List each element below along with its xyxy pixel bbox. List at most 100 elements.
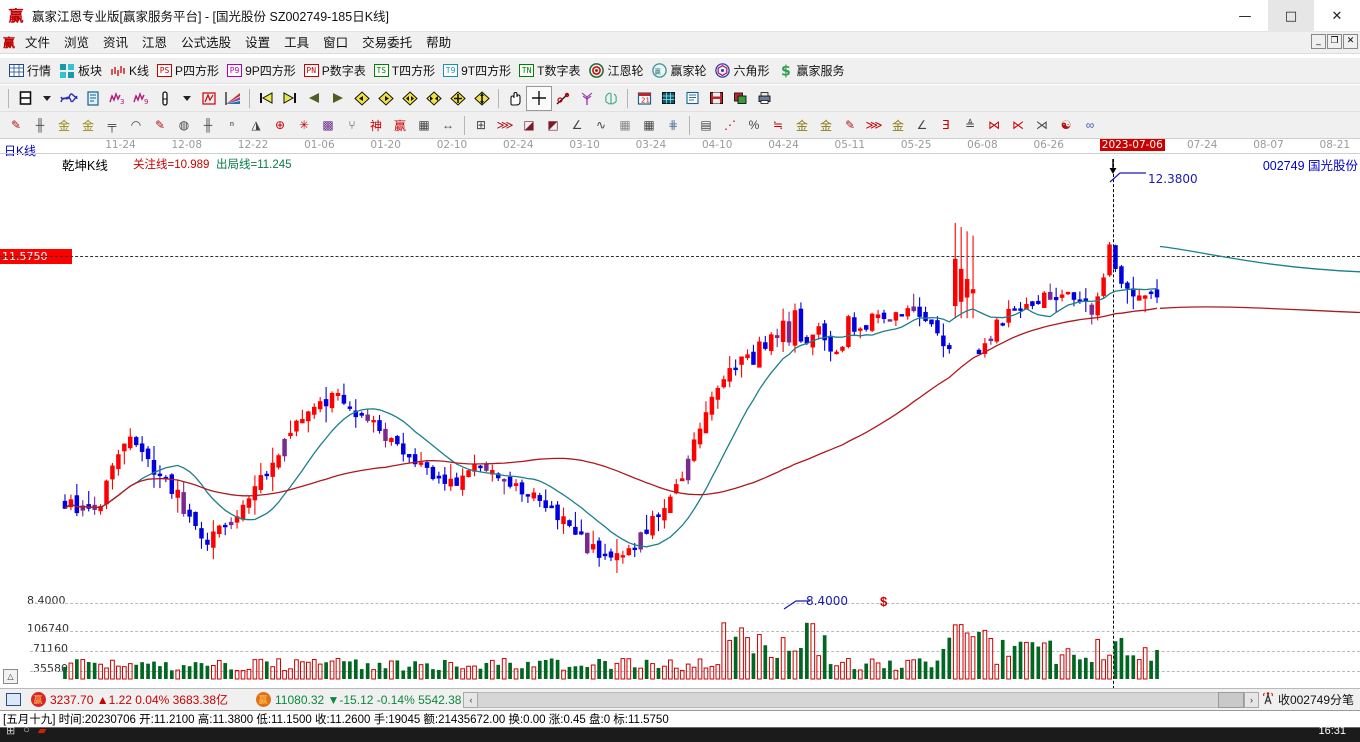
index-quote-2[interactable]: 11080.32 ▼-15.12 -0.14% 5542.38: [275, 692, 462, 707]
wave3-icon[interactable]: 3: [105, 87, 129, 110]
menu-item-formula[interactable]: 公式选股: [181, 35, 232, 50]
menu-item-settings[interactable]: 设置: [245, 35, 271, 50]
yinyang-icon[interactable]: ☯: [1060, 118, 1072, 132]
gold-angle-icon[interactable]: ≜: [964, 118, 976, 132]
mdi-restore-button[interactable]: ❐: [1327, 34, 1342, 49]
toolbar-button-gann-wheel[interactable]: 江恩轮: [584, 62, 647, 79]
print-icon[interactable]: [752, 87, 776, 110]
toolbar-button-t-number-table[interactable]: TN T数字表: [515, 62, 584, 79]
wave9-icon[interactable]: 9: [129, 87, 153, 110]
angle-bars-icon[interactable]: ◮: [251, 118, 261, 132]
scale-toggle-button[interactable]: △: [3, 669, 18, 684]
menu-item-gann[interactable]: 江恩: [142, 35, 168, 50]
start-icon[interactable]: ⊞: [6, 725, 16, 737]
box-grid-icon[interactable]: ▩: [322, 118, 334, 132]
toolbar-button-9p-square[interactable]: P9 9P四方形: [223, 62, 300, 79]
gold-bars-1-icon[interactable]: 金: [57, 118, 70, 133]
mdi-close-button[interactable]: ✕: [1343, 34, 1358, 49]
table-icon[interactable]: ⊞: [475, 118, 487, 132]
diamond-move-icon[interactable]: [446, 87, 470, 110]
target-cross-icon[interactable]: ⊕: [274, 118, 286, 132]
half-angle-icon[interactable]: ∠: [916, 118, 928, 132]
cross-lines-icon[interactable]: ⋕: [667, 118, 679, 132]
ladder-icon[interactable]: ▤: [700, 118, 712, 132]
save-icon[interactable]: [704, 87, 728, 110]
menu-item-tools[interactable]: 工具: [284, 35, 310, 50]
si-angle-icon[interactable]: ⋊: [1036, 118, 1048, 132]
index-quote-1[interactable]: 3237.70 ▲1.22 0.04% 3683.38亿: [50, 693, 229, 707]
menu-item-browse[interactable]: 浏览: [64, 35, 90, 50]
ladder-grid-icon[interactable]: ▦: [418, 118, 430, 132]
fan-lines-icon[interactable]: ⋙: [496, 118, 514, 132]
fan-red-icon[interactable]: ⋙: [865, 118, 883, 132]
gold-line-icon[interactable]: 金: [819, 118, 832, 133]
grid-net-icon[interactable]: ▦: [619, 118, 631, 132]
hand-pan-icon[interactable]: [503, 87, 527, 110]
copy-icon[interactable]: [728, 87, 752, 110]
diamond-right-icon[interactable]: [374, 87, 398, 110]
arrow-span-icon[interactable]: ↔: [442, 118, 454, 132]
ying-bars-icon[interactable]: 赢: [393, 118, 406, 133]
ting-angle-icon[interactable]: ⋉: [1012, 118, 1024, 132]
quote-grid-icon[interactable]: [4, 692, 22, 708]
angle-line-icon[interactable]: ∠: [571, 118, 583, 132]
f-bars-icon[interactable]: ╤: [107, 118, 117, 132]
circle-bars-icon[interactable]: ◍: [178, 118, 190, 132]
first-bar-icon[interactable]: [254, 87, 278, 110]
toolbar-button-hexagon[interactable]: 六角形: [711, 62, 774, 79]
percent-icon[interactable]: %: [748, 118, 760, 132]
grid-net-2-icon[interactable]: ▦: [643, 118, 655, 132]
toolbar-button-9t-square[interactable]: T9 9T四方形: [439, 62, 515, 79]
gold-bars-2-icon[interactable]: 金: [81, 118, 94, 133]
tree-tool-icon[interactable]: [575, 87, 599, 110]
brain-tool-icon[interactable]: [599, 87, 623, 110]
close-button[interactable]: ✕: [1314, 0, 1360, 32]
diamond-expand-icon[interactable]: [398, 87, 422, 110]
pen-bars-icon[interactable]: ✎: [154, 118, 166, 132]
calendar-period-icon[interactable]: [13, 87, 37, 110]
minimize-button[interactable]: —: [1222, 0, 1268, 32]
toolbar-button-winner-wheel[interactable]: 赢赢家轮: [647, 62, 710, 79]
percent-lines-icon[interactable]: ≒: [772, 118, 784, 132]
vertical-gauge-icon[interactable]: [153, 87, 177, 110]
diamond-fit-icon[interactable]: [470, 87, 494, 110]
pattern-icon[interactable]: [197, 87, 221, 110]
square-fan-icon[interactable]: ◩: [547, 118, 559, 132]
maximize-button[interactable]: □: [1268, 0, 1314, 32]
menu-item-help[interactable]: 帮助: [426, 35, 452, 50]
app-taskbar-icon[interactable]: ▰: [37, 725, 47, 737]
chart-area[interactable]: 日K线 11-24 12-08 12-22 01-06 01-20 02-10 02-24 0…: [0, 139, 1360, 719]
pen-draw-icon[interactable]: ✎: [10, 118, 22, 132]
gold-underline-icon[interactable]: 金: [891, 118, 904, 133]
mdi-minimize-button[interactable]: _: [1311, 34, 1326, 49]
fan-color-icon[interactable]: [221, 87, 245, 110]
pen-dot-icon[interactable]: ✎: [844, 118, 856, 132]
diamond-left-icon[interactable]: [350, 87, 374, 110]
next-bar-icon[interactable]: [326, 87, 350, 110]
percent-fan-icon[interactable]: ⋰: [724, 118, 736, 132]
prev-bar-icon[interactable]: [302, 87, 326, 110]
search-icon[interactable]: ○: [23, 724, 30, 736]
menu-item-file[interactable]: 文件: [25, 35, 51, 50]
shen-bars-icon[interactable]: 神: [369, 118, 382, 133]
f-angle-icon[interactable]: ⴺ: [942, 118, 950, 132]
zigzag-line-icon[interactable]: ∿: [595, 118, 607, 132]
scroll-track[interactable]: [478, 691, 1218, 708]
draw-line-icon[interactable]: [551, 87, 575, 110]
period-dropdown-icon[interactable]: [37, 87, 57, 110]
li-angle-icon[interactable]: ⋈: [988, 118, 1000, 132]
spiral-icon[interactable]: ◠: [130, 118, 142, 132]
toolbar-button-t-square[interactable]: TS T四方形: [370, 62, 439, 79]
menu-item-trade[interactable]: 交易委托: [362, 35, 413, 50]
scroll-right-button[interactable]: ›: [1243, 691, 1259, 708]
toolbar-button-dollar-service[interactable]: $ 赢家服务: [774, 62, 849, 79]
notes-icon[interactable]: [680, 87, 704, 110]
data-table-icon[interactable]: [656, 87, 680, 110]
quote-mark-icon[interactable]: ⑂: [348, 118, 356, 132]
star-burst-icon[interactable]: ✳: [298, 118, 310, 132]
overlay-chart-icon[interactable]: [57, 87, 81, 110]
toolbar-button-kline[interactable]: K线: [106, 62, 153, 79]
n2-bars-icon[interactable]: ⁿ: [229, 118, 235, 132]
status-scrollbar[interactable]: ‹ ›: [463, 691, 1259, 708]
scroll-left-button[interactable]: ‹: [463, 691, 479, 708]
